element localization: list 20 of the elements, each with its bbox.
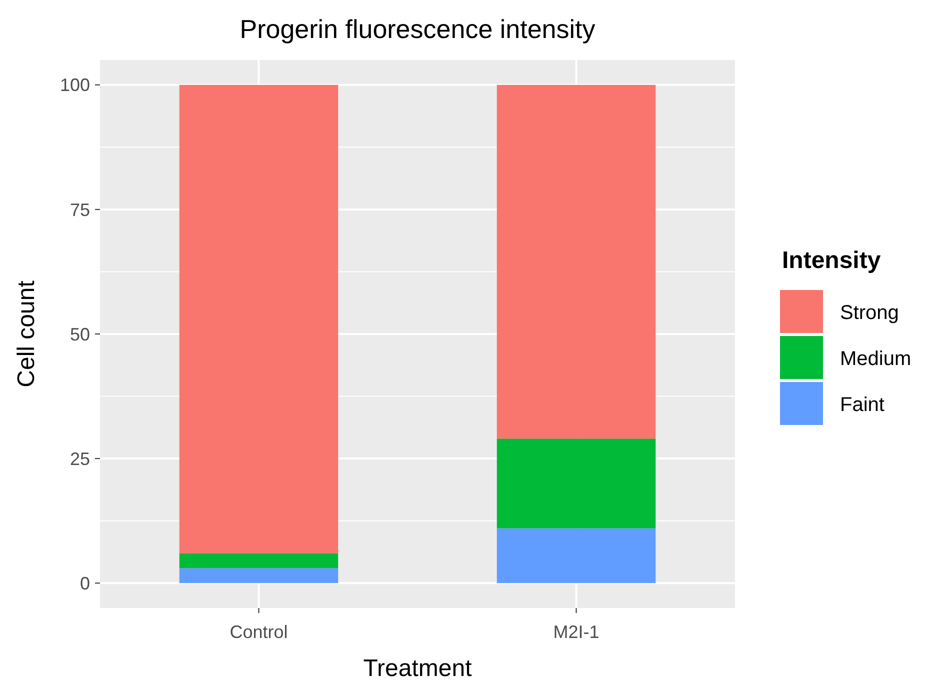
x-axis-title: Treatment [363, 655, 472, 682]
bar [179, 84, 338, 554]
bar [496, 84, 656, 439]
legend-title: Intensity [782, 247, 882, 274]
chart-title: Progerin fluorescence intensity [240, 14, 596, 44]
y-tick-label: 50 [70, 324, 90, 344]
bar [179, 553, 338, 568]
legend-label: Faint [840, 394, 885, 416]
y-tick-label: 25 [70, 448, 90, 469]
y-tick-label: 100 [60, 75, 90, 96]
y-axis-title: Cell count [13, 280, 40, 388]
legend-label: Medium [840, 348, 912, 370]
x-tick-label: M2I-1 [553, 622, 600, 642]
x-tick-label: Control [230, 622, 288, 642]
legend-label: Strong [840, 302, 899, 324]
y-tick-label: 0 [80, 573, 90, 594]
bar [496, 528, 656, 584]
y-tick-label: 75 [70, 200, 90, 220]
bar [179, 568, 338, 584]
bar [496, 438, 656, 528]
